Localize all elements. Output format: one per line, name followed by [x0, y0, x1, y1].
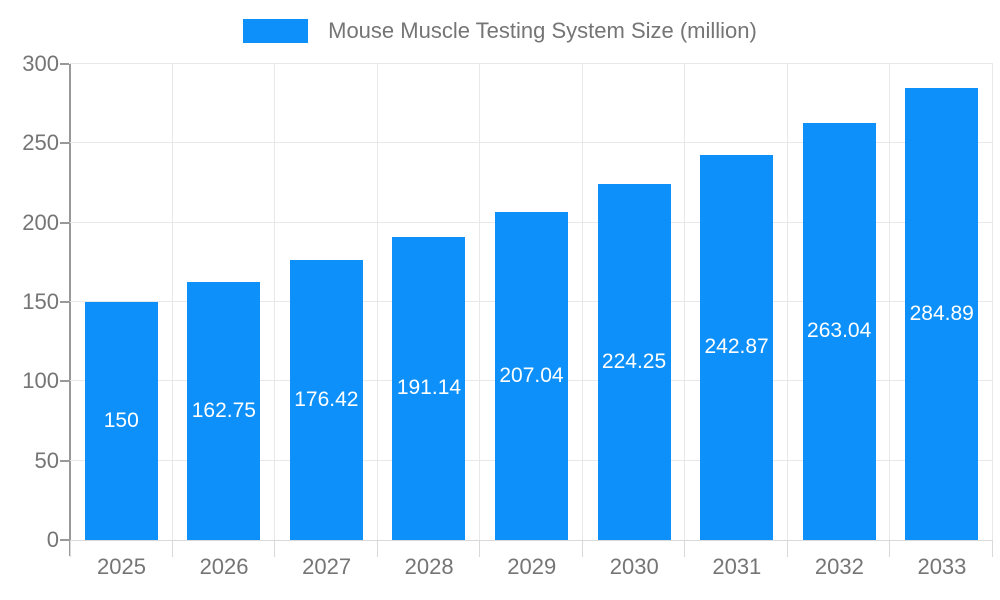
x-axis-tick: [274, 541, 276, 557]
x-axis-tick-label: 2033: [917, 554, 967, 579]
x-axis-tick: [171, 541, 173, 557]
y-axis-tick-label: 0: [46, 527, 59, 552]
v-gridline: [581, 64, 583, 540]
x-axis-tick-label: 2032: [814, 554, 864, 579]
v-gridline: [889, 64, 891, 540]
x-axis-tick: [786, 541, 788, 557]
x-axis-tick-label: 2031: [712, 554, 762, 579]
y-axis-line: [69, 64, 71, 556]
bar-value-label: 207.04: [499, 363, 564, 387]
bar-2026[interactable]: 162.75: [187, 281, 261, 540]
v-gridline: [684, 64, 686, 540]
x-axis-tick-label: 2029: [507, 554, 557, 579]
x-axis-tick: [992, 541, 993, 557]
y-axis-tick-label: 250: [22, 130, 59, 156]
y-axis-tick-label: 150: [22, 289, 59, 314]
h-gridline: [70, 63, 993, 64]
x-axis-tick-label: 2030: [609, 554, 659, 579]
y-axis-tick: [60, 380, 69, 383]
bar-2025[interactable]: 150: [84, 302, 158, 540]
y-axis-tick: [60, 301, 69, 303]
chart-legend[interactable]: Mouse Muscle Testing System Size (millio…: [0, 14, 1000, 48]
x-axis-tick-label: 2027: [302, 554, 352, 579]
x-axis-line: [70, 540, 993, 541]
bar-value-label: 224.25: [601, 350, 667, 374]
y-axis-tick: [60, 221, 69, 224]
v-gridline: [992, 64, 993, 540]
h-gridline: [70, 142, 993, 144]
bar-2028[interactable]: 191.14: [392, 236, 466, 540]
x-axis-tick: [70, 541, 71, 557]
legend-label: Mouse Muscle Testing System Size (millio…: [328, 18, 757, 43]
bar-value-label: 162.75: [191, 398, 256, 422]
bar-value-label: 284.89: [909, 301, 974, 325]
plot-area: 150 162.75 176.42 191.14 207.04 224.25 242.87 2…: [60, 63, 993, 557]
y-axis-tick-label: 300: [22, 51, 59, 76]
v-gridline: [479, 64, 481, 540]
x-axis-tick-label: 2028: [404, 554, 454, 579]
x-axis-tick-label: 2026: [199, 554, 249, 579]
bar-value-label: 176.42: [294, 388, 359, 412]
x-axis-tick: [479, 541, 481, 557]
x-axis-tick: [376, 541, 378, 557]
bar-value-label: 191.14: [396, 376, 462, 400]
x-axis-tick: [581, 541, 583, 557]
bar-2027[interactable]: 176.42: [289, 260, 363, 540]
v-gridline: [376, 64, 378, 540]
bar-value-label: 150: [103, 409, 139, 432]
y-axis-tick-label: 50: [34, 447, 59, 473]
bar-2031[interactable]: 242.87: [700, 154, 774, 540]
v-gridline: [171, 64, 173, 540]
v-gridline: [786, 64, 788, 540]
bar-2029[interactable]: 207.04: [495, 211, 568, 540]
x-axis-tick-label: 2025: [97, 554, 146, 579]
y-axis-tick: [60, 142, 69, 145]
y-axis-tick: [60, 539, 69, 541]
y-axis-tick-label: 200: [22, 209, 59, 235]
bar-value-label: 263.04: [807, 319, 872, 343]
x-axis-tick: [889, 541, 891, 557]
legend-swatch[interactable]: [243, 19, 309, 43]
bar-2030[interactable]: 224.25: [597, 184, 671, 540]
bar-2032[interactable]: 263.04: [802, 122, 876, 540]
y-axis-tick: [60, 459, 69, 462]
bar-value-label: 242.87: [704, 335, 769, 359]
x-axis-tick: [684, 541, 686, 557]
v-gridline: [274, 64, 276, 540]
bar-2033[interactable]: 284.89: [905, 87, 979, 540]
y-axis-tick-label: 100: [22, 368, 59, 394]
y-axis-tick: [60, 63, 69, 65]
